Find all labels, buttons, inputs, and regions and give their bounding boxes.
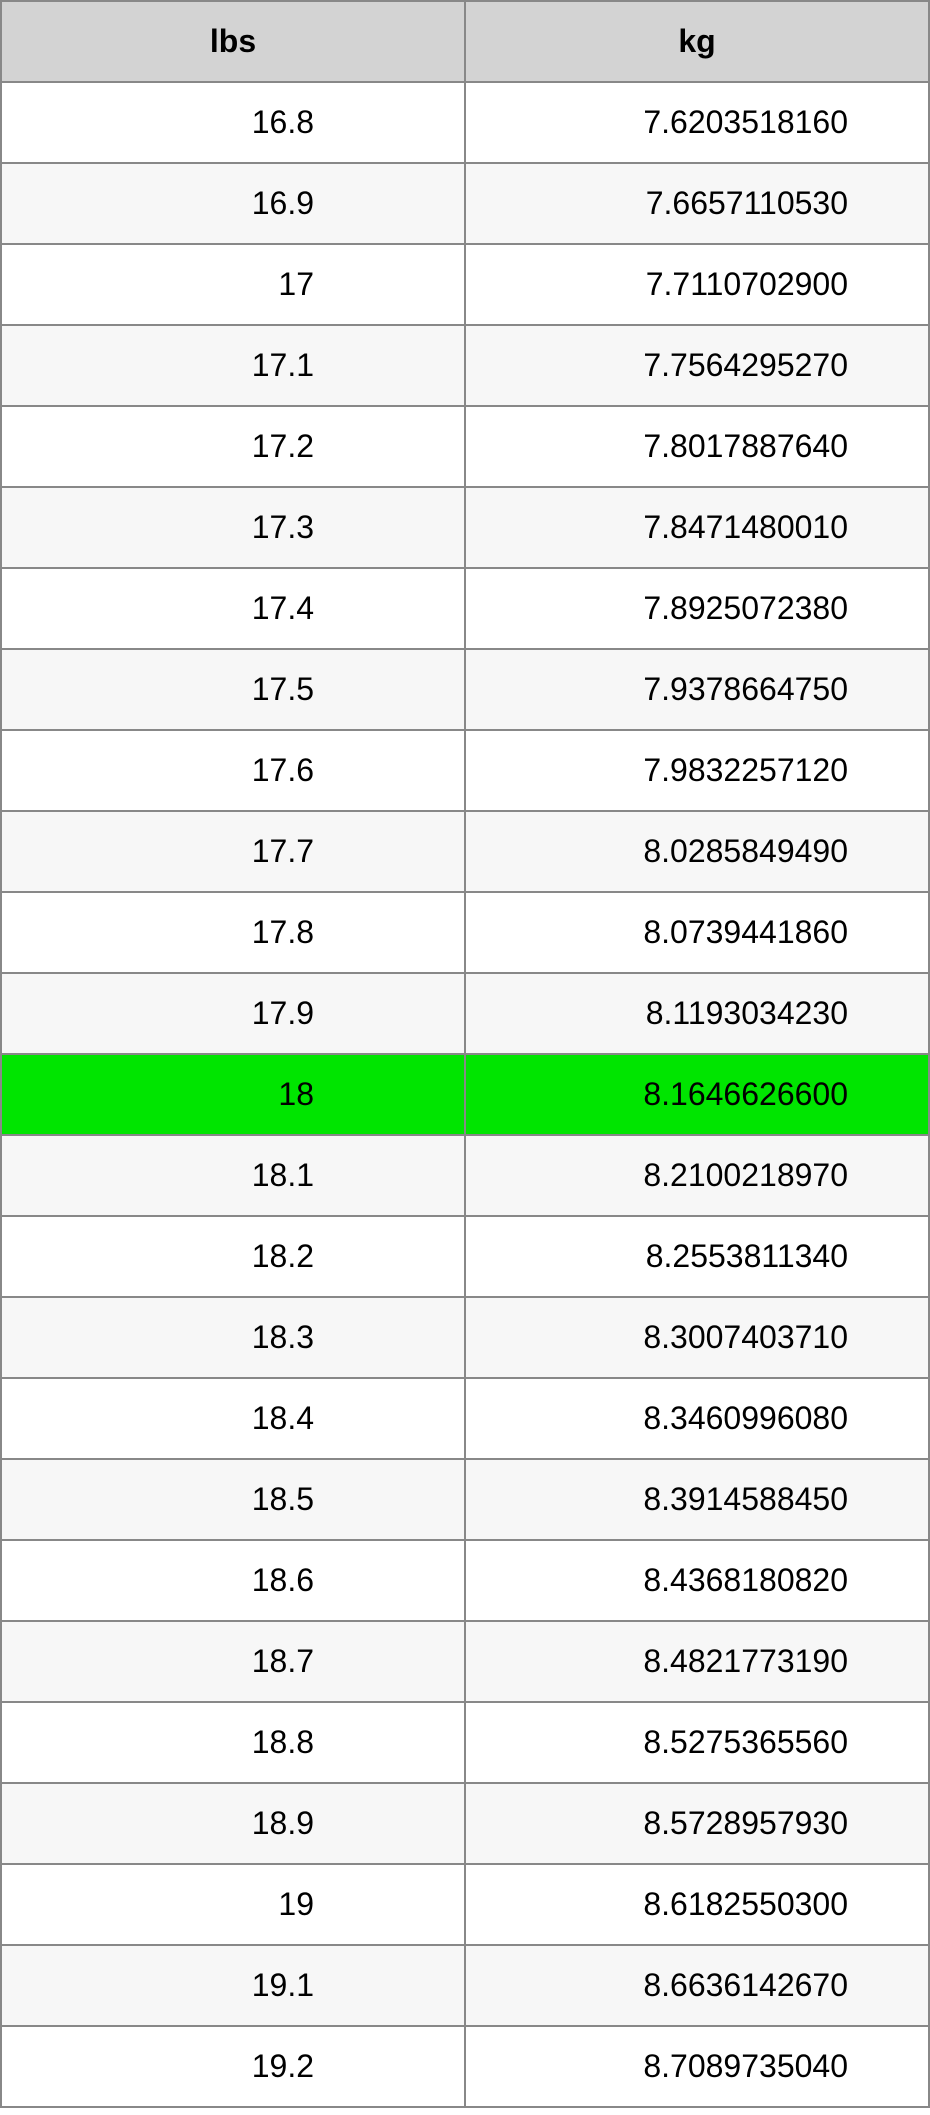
cell-lbs: 18.2 xyxy=(1,1216,465,1297)
cell-lbs: 19.1 xyxy=(1,1945,465,2026)
cell-lbs: 17.7 xyxy=(1,811,465,892)
column-header-kg: kg xyxy=(465,1,929,82)
cell-kg: 8.6182550300 xyxy=(465,1864,929,1945)
cell-kg: 8.3460996080 xyxy=(465,1378,929,1459)
table-row: 17.47.8925072380 xyxy=(1,568,929,649)
table-row: 188.1646626600 xyxy=(1,1054,929,1135)
cell-kg: 7.6657110530 xyxy=(465,163,929,244)
cell-kg: 8.2100218970 xyxy=(465,1135,929,1216)
cell-lbs: 19.2 xyxy=(1,2026,465,2107)
cell-kg: 7.8017887640 xyxy=(465,406,929,487)
cell-kg: 7.8471480010 xyxy=(465,487,929,568)
cell-lbs: 17.1 xyxy=(1,325,465,406)
cell-kg: 8.5275365560 xyxy=(465,1702,929,1783)
table-row: 17.98.1193034230 xyxy=(1,973,929,1054)
cell-lbs: 18.5 xyxy=(1,1459,465,1540)
cell-lbs: 17 xyxy=(1,244,465,325)
cell-lbs: 18.8 xyxy=(1,1702,465,1783)
cell-lbs: 18.4 xyxy=(1,1378,465,1459)
cell-kg: 7.7564295270 xyxy=(465,325,929,406)
table-row: 17.17.7564295270 xyxy=(1,325,929,406)
cell-lbs: 17.3 xyxy=(1,487,465,568)
cell-kg: 8.0285849490 xyxy=(465,811,929,892)
cell-kg: 8.6636142670 xyxy=(465,1945,929,2026)
table-row: 16.87.6203518160 xyxy=(1,82,929,163)
table-row: 19.28.7089735040 xyxy=(1,2026,929,2107)
cell-lbs: 17.4 xyxy=(1,568,465,649)
table-row: 177.7110702900 xyxy=(1,244,929,325)
table-body: 16.87.620351816016.97.6657110530177.7110… xyxy=(1,82,929,2107)
cell-kg: 8.4368180820 xyxy=(465,1540,929,1621)
cell-kg: 8.7089735040 xyxy=(465,2026,929,2107)
cell-lbs: 17.9 xyxy=(1,973,465,1054)
cell-lbs: 18.1 xyxy=(1,1135,465,1216)
cell-kg: 7.9832257120 xyxy=(465,730,929,811)
cell-kg: 8.3914588450 xyxy=(465,1459,929,1540)
cell-kg: 8.2553811340 xyxy=(465,1216,929,1297)
table-row: 198.6182550300 xyxy=(1,1864,929,1945)
cell-lbs: 16.9 xyxy=(1,163,465,244)
cell-lbs: 19 xyxy=(1,1864,465,1945)
cell-kg: 8.1646626600 xyxy=(465,1054,929,1135)
cell-kg: 8.0739441860 xyxy=(465,892,929,973)
table-row: 19.18.6636142670 xyxy=(1,1945,929,2026)
cell-lbs: 17.5 xyxy=(1,649,465,730)
cell-lbs: 17.8 xyxy=(1,892,465,973)
cell-lbs: 16.8 xyxy=(1,82,465,163)
table-row: 17.27.8017887640 xyxy=(1,406,929,487)
table-row: 16.97.6657110530 xyxy=(1,163,929,244)
column-header-lbs: lbs xyxy=(1,1,465,82)
table-row: 17.37.8471480010 xyxy=(1,487,929,568)
cell-kg: 8.5728957930 xyxy=(465,1783,929,1864)
table-row: 18.78.4821773190 xyxy=(1,1621,929,1702)
table-header-row: lbs kg xyxy=(1,1,929,82)
cell-kg: 8.4821773190 xyxy=(465,1621,929,1702)
table-row: 18.38.3007403710 xyxy=(1,1297,929,1378)
conversion-table: lbs kg 16.87.620351816016.97.66571105301… xyxy=(0,0,930,2108)
cell-kg: 7.9378664750 xyxy=(465,649,929,730)
cell-lbs: 18.3 xyxy=(1,1297,465,1378)
cell-kg: 7.8925072380 xyxy=(465,568,929,649)
table-row: 18.48.3460996080 xyxy=(1,1378,929,1459)
cell-lbs: 18.7 xyxy=(1,1621,465,1702)
cell-kg: 8.1193034230 xyxy=(465,973,929,1054)
cell-lbs: 18 xyxy=(1,1054,465,1135)
table-row: 17.78.0285849490 xyxy=(1,811,929,892)
table-row: 18.88.5275365560 xyxy=(1,1702,929,1783)
table-row: 18.98.5728957930 xyxy=(1,1783,929,1864)
table-row: 17.67.9832257120 xyxy=(1,730,929,811)
cell-lbs: 18.9 xyxy=(1,1783,465,1864)
cell-lbs: 17.2 xyxy=(1,406,465,487)
table-row: 18.28.2553811340 xyxy=(1,1216,929,1297)
cell-kg: 8.3007403710 xyxy=(465,1297,929,1378)
cell-lbs: 18.6 xyxy=(1,1540,465,1621)
table-row: 18.58.3914588450 xyxy=(1,1459,929,1540)
cell-kg: 7.6203518160 xyxy=(465,82,929,163)
table-row: 17.57.9378664750 xyxy=(1,649,929,730)
table-row: 18.68.4368180820 xyxy=(1,1540,929,1621)
cell-kg: 7.7110702900 xyxy=(465,244,929,325)
table-row: 18.18.2100218970 xyxy=(1,1135,929,1216)
cell-lbs: 17.6 xyxy=(1,730,465,811)
table-row: 17.88.0739441860 xyxy=(1,892,929,973)
